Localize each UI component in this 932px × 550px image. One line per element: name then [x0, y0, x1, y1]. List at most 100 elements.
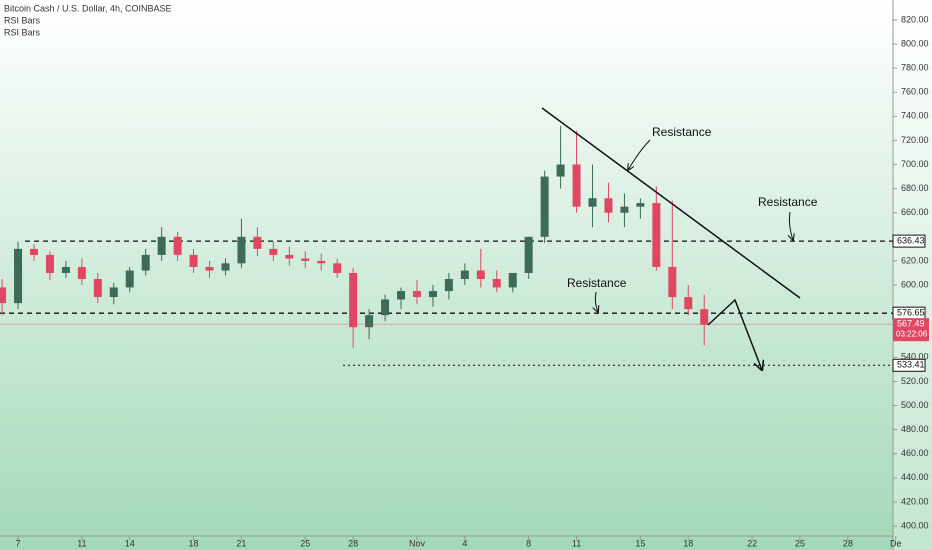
- last-price-box: [893, 318, 929, 342]
- candle-body: [61, 266, 70, 273]
- x-tick-label: 25: [300, 538, 310, 548]
- candle-body: [125, 270, 134, 288]
- candle-body: [109, 287, 118, 298]
- level-label-box: [892, 234, 926, 248]
- x-tick-label: 21: [236, 538, 246, 548]
- candle-body: [381, 299, 390, 316]
- annotation-arrow: [595, 291, 598, 312]
- candle-body: [684, 297, 693, 310]
- level-label: 576.65: [897, 308, 925, 318]
- x-tick-label: 11: [572, 538, 581, 548]
- y-tick-label: 660.00: [901, 207, 929, 217]
- candle-body: [237, 236, 246, 264]
- candle-body: [93, 278, 102, 298]
- candle-body: [205, 266, 214, 271]
- y-tick-label: 620.00: [901, 255, 929, 265]
- candle-body: [476, 270, 485, 279]
- y-tick-label: 820.00: [901, 14, 929, 24]
- y-tick-label: 780.00: [901, 62, 929, 72]
- price-scale: [893, 0, 932, 550]
- candle-body: [77, 266, 86, 279]
- y-tick-label: 720.00: [901, 135, 929, 145]
- y-tick-label: 760.00: [901, 87, 929, 97]
- candle-body: [524, 236, 533, 273]
- y-tick-label: 800.00: [901, 38, 929, 48]
- y-tick-label: 440.00: [901, 472, 929, 482]
- y-tick-label: 400.00: [901, 520, 929, 530]
- last-price-label: 567.49: [897, 319, 925, 329]
- y-tick-label: 700.00: [901, 159, 929, 169]
- level-label: 636.43: [897, 235, 925, 245]
- trendline: [541, 107, 801, 299]
- candle-body: [460, 270, 469, 279]
- y-tick-label: 500.00: [901, 400, 929, 410]
- candle-body: [412, 291, 421, 298]
- candle-body: [508, 272, 517, 288]
- x-tick-label: 8: [526, 538, 531, 548]
- y-tick-label: 520.00: [901, 376, 929, 386]
- x-tick-label: 25: [795, 538, 805, 548]
- candle-body: [285, 254, 294, 259]
- candle-body: [189, 254, 198, 267]
- candle-body: [492, 278, 501, 288]
- indicator-label: RSI Bars: [4, 27, 41, 37]
- x-tick-label: 11: [77, 538, 86, 548]
- candle-body: [221, 263, 230, 271]
- x-tick-label: 4: [462, 538, 467, 548]
- candle-body: [700, 309, 709, 325]
- x-tick-label: 28: [843, 538, 853, 548]
- y-tick-label: 420.00: [901, 496, 929, 506]
- candle-body: [317, 260, 326, 264]
- candle-body: [173, 236, 182, 255]
- y-tick-label: 460.00: [901, 448, 929, 458]
- y-tick-label: 680.00: [901, 183, 929, 193]
- candle-body: [349, 272, 358, 328]
- y-tick-label: 740.00: [901, 111, 929, 121]
- indicator-label: RSI Bars: [4, 15, 41, 25]
- candle-body: [14, 248, 23, 304]
- x-tick-label: 18: [189, 538, 199, 548]
- annotation: Resistance: [758, 195, 818, 209]
- candle-body: [556, 164, 565, 177]
- x-tick-label: 14: [125, 538, 135, 548]
- x-tick-label: 28: [348, 538, 358, 548]
- annotation: Resistance: [567, 276, 627, 290]
- projection-arrow: [707, 298, 762, 370]
- annotation-arrow: [628, 139, 651, 170]
- candle-body: [333, 263, 342, 273]
- y-tick-label: 600.00: [901, 279, 929, 289]
- candle-body: [620, 206, 629, 213]
- x-tick-label: 22: [747, 538, 757, 548]
- candle-body: [668, 266, 677, 298]
- candle-body: [157, 236, 166, 255]
- x-tick-label: De: [890, 538, 902, 548]
- level-label-box: [892, 358, 926, 372]
- x-tick-label: 15: [635, 538, 645, 548]
- x-tick-label: Nov: [409, 538, 426, 548]
- candle-body: [444, 278, 453, 292]
- candle-body: [301, 258, 310, 261]
- candle-body: [588, 198, 597, 207]
- candle-body: [572, 164, 581, 207]
- candle-body: [397, 291, 406, 300]
- candle-body: [636, 203, 645, 207]
- level-label: 533.41: [897, 360, 925, 370]
- countdown-label: 03:22:06: [896, 329, 928, 338]
- candle-body: [45, 254, 54, 273]
- chart-title: Bitcoin Cash / U.S. Dollar, 4h, COINBASE: [4, 3, 172, 13]
- candle-body: [652, 203, 661, 267]
- y-tick-label: 480.00: [901, 424, 929, 434]
- annotation-arrow: [789, 211, 793, 240]
- candle-body: [365, 315, 374, 328]
- candle-body: [540, 176, 549, 237]
- candle-body: [141, 254, 150, 271]
- candle-body: [253, 236, 262, 249]
- candle-body: [604, 198, 613, 213]
- x-tick-label: 7: [16, 538, 21, 548]
- candle-body: [0, 287, 7, 304]
- candle-body: [29, 248, 38, 255]
- y-tick-label: 540.00: [901, 352, 929, 362]
- candle-body: [428, 291, 437, 298]
- x-tick-label: 18: [683, 538, 693, 548]
